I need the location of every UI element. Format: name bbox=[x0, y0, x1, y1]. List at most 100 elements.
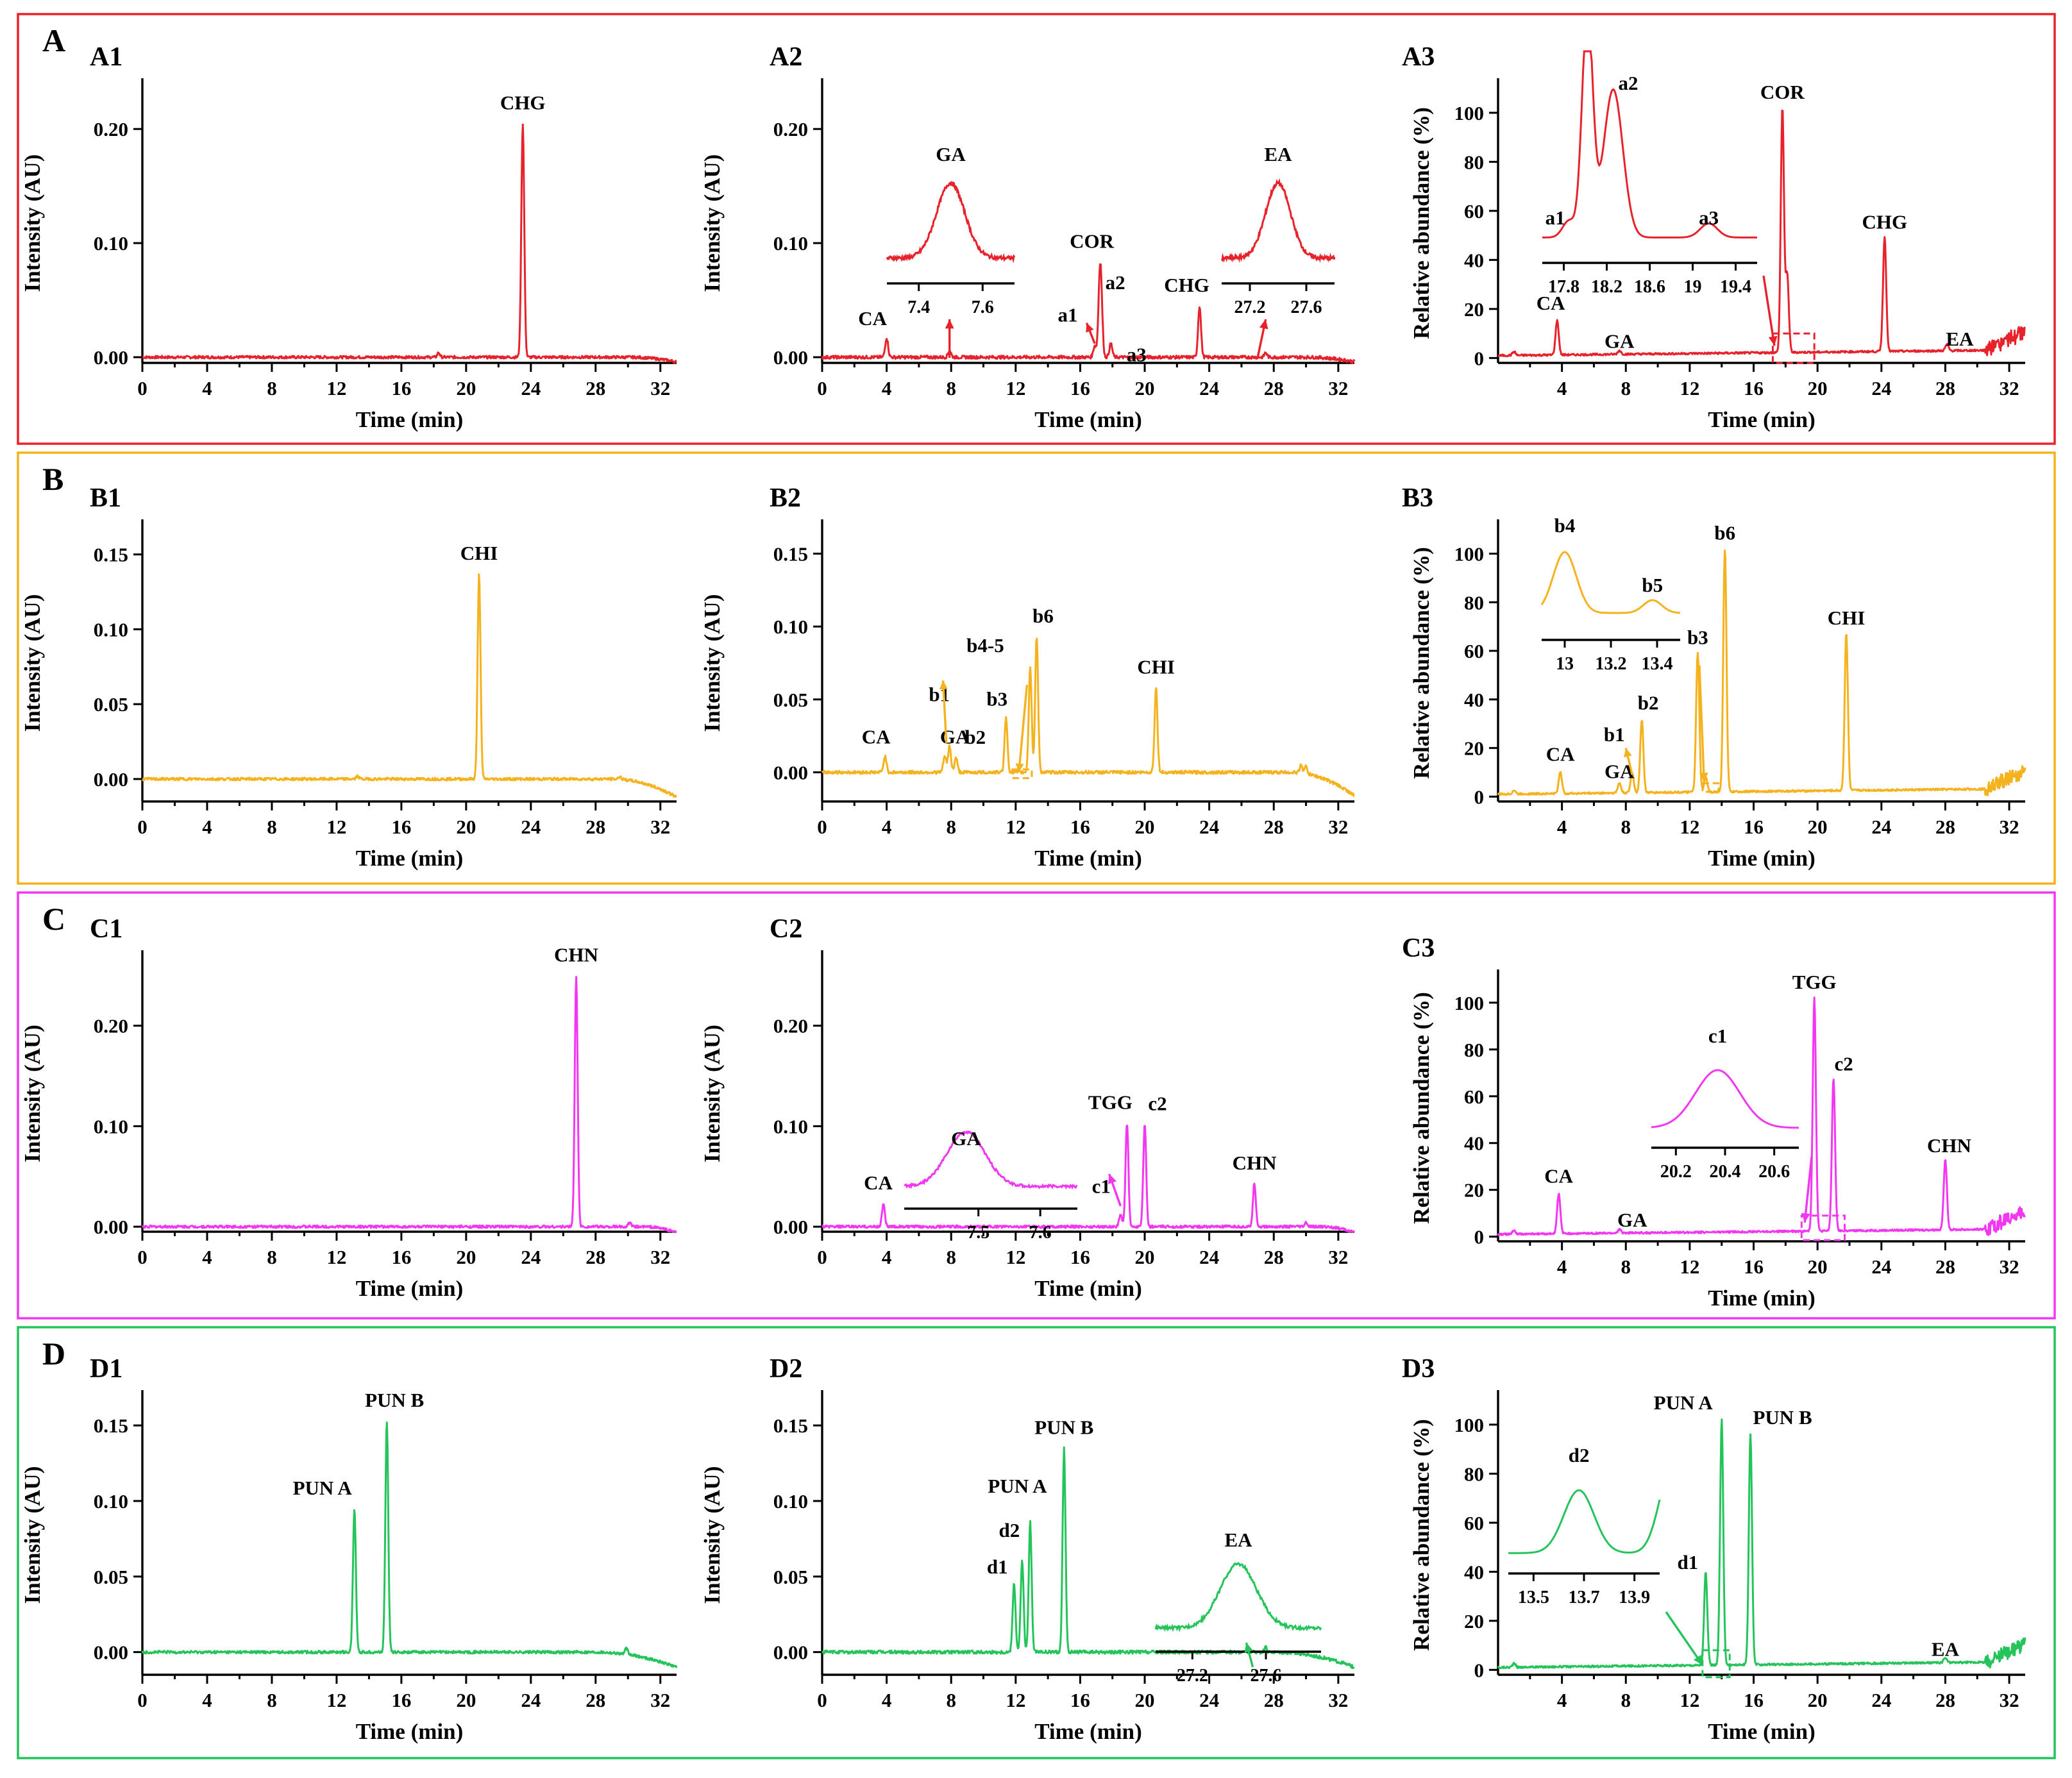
peak-label-pun-b: PUN B bbox=[365, 1389, 424, 1411]
panel-a1: A1 0 4 8 12 16 20 24 28 32 0.00 0.10 0.20 Time (min) I… bbox=[20, 42, 677, 432]
inset-arrowhead bbox=[1108, 1174, 1117, 1184]
y-tick-label: 0.00 bbox=[773, 1641, 808, 1664]
peak-pointer-arrowhead bbox=[1086, 323, 1094, 333]
peak-pointer-arrowhead bbox=[1624, 748, 1632, 758]
x-tick-label: 20 bbox=[1135, 1246, 1155, 1268]
x-tick-label: 4 bbox=[1557, 377, 1567, 399]
x-tick-label: 0 bbox=[137, 377, 147, 399]
x-tick-label: 28 bbox=[1935, 1255, 1955, 1278]
y-tick-label: 20 bbox=[1464, 737, 1484, 760]
inset-peak-label: GA bbox=[936, 143, 966, 165]
y-tick-label: 0.10 bbox=[94, 232, 128, 255]
y-tick-label: 60 bbox=[1464, 200, 1484, 222]
x-tick-label: 24 bbox=[1871, 1689, 1891, 1711]
peak-label-b1: b1 bbox=[929, 684, 950, 706]
y-axis-title: Intensity (AU) bbox=[20, 1466, 45, 1604]
y-tick-label: 60 bbox=[1464, 640, 1484, 662]
peak-label-ca: CA bbox=[1544, 1165, 1573, 1187]
peak-label-d2: d2 bbox=[999, 1519, 1020, 1541]
group-frame bbox=[17, 1326, 2056, 1759]
x-tick-label: 4 bbox=[1557, 816, 1567, 838]
group-label: C bbox=[42, 901, 65, 937]
y-tick-label: 0 bbox=[1474, 1659, 1485, 1681]
x-tick-label: 20 bbox=[1135, 1689, 1155, 1711]
zoom-region-box bbox=[1771, 332, 1815, 364]
x-tick-label: 20 bbox=[456, 377, 476, 399]
inset-x-tick-label: 13.9 bbox=[1619, 1588, 1650, 1607]
inset-x-tick-label: 19.4 bbox=[1720, 277, 1751, 297]
y-tick-label: 0.00 bbox=[94, 768, 128, 791]
x-tick-label: 16 bbox=[1744, 816, 1764, 838]
y-tick-label: 0.10 bbox=[94, 1115, 128, 1137]
chromatogram-trace bbox=[821, 263, 1356, 364]
y-axis-title: Intensity (AU) bbox=[20, 594, 45, 732]
peak-label-c2: c2 bbox=[1148, 1092, 1167, 1114]
y-axis-title: Relative abundance (%) bbox=[1409, 107, 1434, 339]
peak-label-d1: d1 bbox=[1677, 1551, 1698, 1573]
peak-label-chi: CHI bbox=[460, 542, 498, 564]
panel-group-a: A A1 0 4 8 12 16 20 24 28 32 0.00 0.10 0.20 Time (min)… bbox=[17, 13, 2056, 445]
peak-label-b3: b3 bbox=[1687, 626, 1708, 648]
inset-arrow bbox=[1698, 665, 1706, 782]
x-tick-label: 32 bbox=[2000, 377, 2019, 399]
y-tick-label: 0.20 bbox=[773, 1015, 808, 1037]
chromatogram-trace bbox=[141, 1422, 678, 1668]
x-tick-label: 8 bbox=[1621, 1689, 1631, 1711]
y-tick-label: 0.15 bbox=[773, 542, 808, 565]
inset-arrow bbox=[1803, 1156, 1813, 1223]
panel-label: D2 bbox=[770, 1354, 802, 1384]
y-axis-title: Intensity (AU) bbox=[700, 1466, 725, 1604]
y-tick-label: 80 bbox=[1464, 1463, 1484, 1485]
inset-trace bbox=[1542, 50, 1757, 239]
y-tick-label: 100 bbox=[1454, 992, 1485, 1014]
inset-arrow bbox=[1762, 275, 1776, 346]
x-tick-label: 12 bbox=[326, 1246, 346, 1268]
y-tick-label: 0.15 bbox=[773, 1414, 808, 1437]
peak-label-d1: d1 bbox=[987, 1556, 1008, 1578]
x-tick-label: 16 bbox=[1744, 1255, 1764, 1278]
y-axis-title: Relative abundance (%) bbox=[1409, 547, 1434, 779]
x-tick-label: 0 bbox=[817, 1689, 827, 1711]
x-tick-label: 20 bbox=[456, 1246, 476, 1268]
x-tick-label: 0 bbox=[817, 1246, 827, 1268]
peak-label-ga: GA bbox=[1605, 330, 1635, 353]
peak-label-a2: a2 bbox=[1106, 271, 1125, 294]
x-tick-label: 8 bbox=[946, 816, 956, 838]
peak-label-ca: CA bbox=[864, 1171, 893, 1194]
x-tick-label: 8 bbox=[946, 377, 956, 399]
inset-chart: 27.2 27.6 EA bbox=[1220, 143, 1336, 358]
y-tick-label: 60 bbox=[1464, 1512, 1484, 1534]
y-axis-title: Intensity (AU) bbox=[700, 1025, 725, 1162]
x-tick-label: 24 bbox=[1871, 1255, 1891, 1278]
x-tick-label: 8 bbox=[267, 1246, 277, 1268]
panel-a2: A2 0 4 8 12 16 20 24 28 32 0.00 0.10 0.20 Time (min) I… bbox=[700, 42, 1356, 432]
x-tick-label: 16 bbox=[1744, 1689, 1764, 1711]
inset-x-tick-label: 27.2 bbox=[1234, 298, 1266, 317]
x-tick-label: 12 bbox=[1680, 1255, 1699, 1278]
zoom-region-box bbox=[1800, 1214, 1846, 1241]
y-tick-label: 0 bbox=[1474, 1226, 1485, 1248]
x-tick-label: 16 bbox=[1070, 1689, 1090, 1711]
y-tick-label: 0.10 bbox=[773, 232, 808, 255]
x-tick-label: 8 bbox=[267, 377, 277, 399]
x-tick-label: 4 bbox=[202, 377, 212, 399]
panel-label: C3 bbox=[1402, 934, 1435, 963]
x-axis-title: Time (min) bbox=[1034, 1719, 1142, 1744]
panel-b1: B1 0 4 8 12 16 20 24 28 32 0.00 0.05 0.10 0.15 Time (m… bbox=[20, 483, 678, 871]
peak-label-pun-a: PUN A bbox=[293, 1477, 353, 1499]
inset-peak-label: d2 bbox=[1569, 1444, 1590, 1466]
inset-peak-label: b5 bbox=[1642, 574, 1663, 596]
x-tick-label: 16 bbox=[1744, 377, 1764, 399]
chromatogram-trace bbox=[142, 573, 678, 798]
peak-label-ca: CA bbox=[862, 726, 891, 748]
peak-label-chg: CHG bbox=[500, 91, 546, 113]
x-tick-label: 0 bbox=[137, 1246, 147, 1268]
x-tick-label: 0 bbox=[817, 816, 827, 838]
peak-label-a3: a3 bbox=[1127, 344, 1147, 366]
y-tick-label: 0.05 bbox=[773, 1566, 808, 1588]
chromatogram-trace bbox=[142, 123, 677, 364]
peak-pointer-arrow bbox=[941, 680, 948, 744]
x-tick-label: 28 bbox=[585, 1246, 605, 1268]
chromatogram-trace bbox=[1497, 996, 2026, 1236]
x-tick-label: 20 bbox=[1808, 1689, 1828, 1711]
